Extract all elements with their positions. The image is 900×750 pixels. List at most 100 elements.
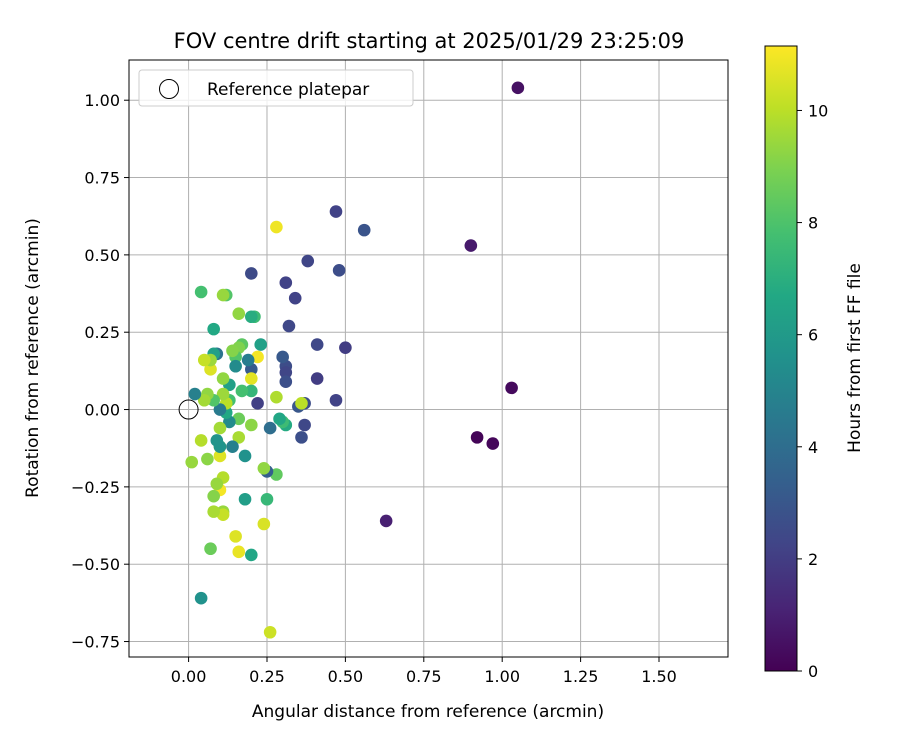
data-point [207,489,220,503]
data-point [194,434,208,447]
data-point [216,372,230,385]
x-axis-ticks: 0.00 0.25 0.50 0.75 1.00 1.25 1.50 [171,657,677,686]
colorbar-tick-label: 6 [808,326,818,345]
data-point [207,505,220,518]
y-axis-ticks: −0.75 −0.50 −0.25 0.00 0.25 0.50 0.75 1.00 [71,91,129,652]
data-point [254,338,268,351]
x-axis-label: Angular distance from reference (arcmin) [252,702,604,722]
data-points [185,81,525,639]
y-axis-label: Rotation from reference (arcmin) [23,218,43,498]
data-point [226,440,239,453]
legend-entry-reference: Reference platepar [207,80,369,100]
data-point [245,372,258,385]
data-point [245,384,258,398]
data-point [379,514,393,528]
data-point [213,421,227,435]
data-point [464,239,478,252]
data-point [207,322,220,336]
data-point [245,548,258,562]
data-point [276,350,289,364]
y-tick-label: −0.50 [71,555,120,574]
x-tick-label: 0.50 [328,667,364,686]
data-point [270,220,283,234]
data-point [235,384,249,398]
data-point [511,81,525,95]
data-point [194,591,208,605]
data-point [251,397,264,410]
y-tick-label: 0.25 [84,323,120,342]
data-point [213,403,227,416]
data-point [216,288,230,302]
data-point [273,412,286,426]
data-point [213,449,227,463]
data-point [194,285,208,299]
data-point [185,455,199,469]
data-point [245,267,258,280]
data-point [279,366,293,379]
data-point [210,434,224,447]
data-point [288,291,302,305]
data-point [257,517,271,531]
data-point [332,264,346,277]
data-point [329,205,343,218]
data-point [229,530,242,543]
data-point [301,254,315,268]
y-tick-label: −0.25 [71,478,120,497]
data-point [197,393,211,407]
y-tick-label: 1.00 [84,91,120,110]
data-point [263,421,277,435]
data-point [310,338,324,351]
legend: Reference platepar [138,69,414,107]
reference-marker [178,399,199,420]
data-point [339,341,352,354]
colorbar-tick-label: 8 [808,214,818,233]
data-point [188,387,202,401]
data-point [470,431,484,444]
data-point [279,276,293,290]
colorbar: 0 2 4 6 8 10 Hours from first FF file [764,45,865,681]
data-point [229,359,242,373]
y-tick-label: 0.00 [84,401,120,420]
chart-title: FOV centre drift starting at 2025/01/29 … [174,29,685,53]
data-point [201,452,214,466]
x-tick-label: 0.25 [249,667,285,686]
y-tick-label: 0.75 [84,169,120,188]
data-point [298,418,311,432]
data-point [486,437,500,450]
colorbar-tick-label: 0 [808,662,818,681]
data-point [210,477,224,491]
x-tick-label: 0.75 [406,667,442,686]
x-tick-label: 1.00 [484,667,520,686]
reference-point-marker [178,399,199,420]
data-point [245,310,258,324]
data-point [357,223,371,237]
colorbar-tick-label: 10 [808,101,828,120]
colorbar-label: Hours from first FF file [845,263,865,453]
data-point [310,372,324,385]
y-tick-label: −0.75 [71,633,120,652]
legend-box [138,69,414,107]
data-point [329,393,343,407]
x-tick-label: 1.50 [641,667,677,686]
colorbar-tick-label: 4 [808,438,818,457]
data-point [197,353,211,367]
data-point [279,375,293,388]
data-point [238,492,252,506]
x-tick-label: 1.25 [563,667,599,686]
data-point [241,353,255,367]
plot-frame [128,59,729,658]
data-point [226,344,239,358]
data-point [232,431,246,444]
colorbar-tick-label: 2 [808,550,818,569]
data-point [295,431,308,444]
colorbar-gradient [764,45,798,672]
data-point [232,307,246,320]
data-point [505,381,518,395]
data-point [295,397,308,410]
data-point [282,319,296,333]
data-point [238,449,252,463]
data-point [232,545,246,559]
data-point [260,492,274,506]
data-point [270,390,283,404]
